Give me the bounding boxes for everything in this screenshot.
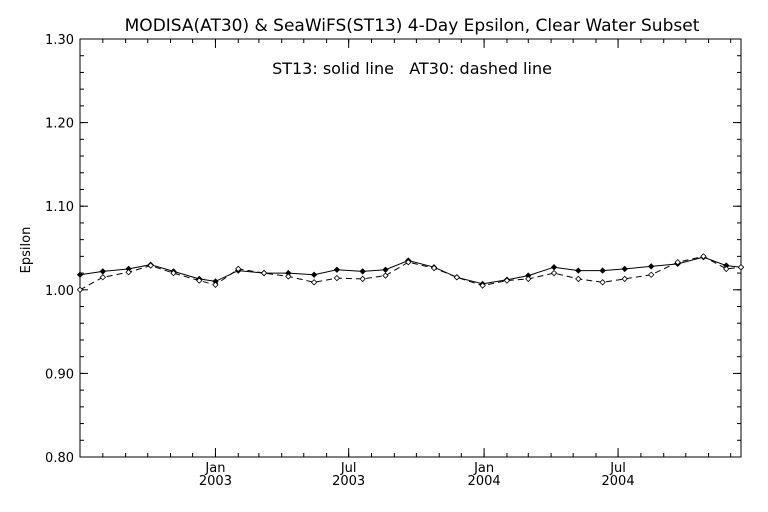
series-layer — [76, 253, 745, 293]
data-point-at30 — [503, 277, 511, 284]
data-point-at30 — [430, 264, 438, 272]
data-point-st13 — [599, 267, 606, 274]
data-point-at30 — [479, 282, 486, 289]
data-point-at30 — [333, 274, 341, 282]
data-point-st13 — [550, 264, 558, 271]
data-point-at30 — [170, 269, 177, 277]
data-point-at30 — [525, 275, 532, 283]
y-axis: 0.80 0.90 1.00 1.10 1.20 1.30 — [45, 33, 741, 466]
data-point-at30 — [235, 265, 242, 273]
data-point-at30 — [382, 272, 389, 279]
data-point-at30 — [196, 277, 203, 284]
data-point-at30 — [99, 274, 106, 281]
x-tick-month: Jan — [204, 461, 225, 476]
data-point-at30 — [550, 269, 558, 277]
x-tick-year: 2004 — [602, 474, 635, 489]
y-tick-label: 1.10 — [45, 200, 74, 215]
data-point-at30 — [737, 264, 745, 271]
data-point-at30 — [575, 275, 582, 283]
y-tick-label: 1.20 — [45, 117, 74, 132]
data-point-at30 — [700, 253, 707, 260]
y-axis-label: Epsilon — [19, 227, 34, 274]
plot-frame — [79, 38, 742, 458]
data-point-st13 — [648, 263, 655, 270]
line-style-annotation: ST13: solid line AT30: dashed line — [272, 59, 552, 78]
x-tick-month: Jul — [340, 461, 357, 476]
y-tick-label: 0.80 — [45, 451, 74, 466]
data-point-at30 — [212, 281, 219, 288]
y-tick-label: 1.00 — [45, 284, 74, 299]
data-point-at30 — [359, 275, 366, 283]
data-point-at30 — [648, 271, 655, 278]
x-tick-year: 2003 — [332, 474, 365, 489]
data-point-at30 — [147, 262, 154, 269]
x-tick-year: 2004 — [468, 474, 501, 489]
data-point-at30 — [405, 259, 412, 266]
data-point-at30 — [599, 279, 606, 286]
data-point-at30 — [621, 275, 628, 283]
data-point-st13 — [621, 265, 628, 273]
y-tick-label: 0.90 — [45, 367, 74, 382]
data-point-st13 — [76, 271, 84, 278]
data-point-st13 — [359, 268, 366, 275]
data-point-st13 — [333, 266, 341, 273]
y-tick-label: 1.30 — [45, 33, 74, 48]
data-point-at30 — [453, 274, 461, 281]
data-point-at30 — [310, 279, 318, 286]
data-point-st13 — [99, 268, 106, 275]
data-point-at30 — [674, 259, 681, 266]
x-tick-month: Jan — [473, 461, 494, 476]
data-point-at30 — [260, 269, 268, 277]
x-tick-year: 2003 — [199, 474, 232, 489]
data-point-at30 — [125, 269, 132, 276]
data-point-st13 — [310, 271, 318, 278]
data-point-at30 — [76, 286, 84, 293]
data-point-at30 — [723, 265, 730, 273]
data-point-st13 — [382, 266, 389, 273]
data-point-st13 — [575, 267, 582, 274]
data-point-at30 — [285, 273, 292, 280]
chart-title: MODISA(AT30) & SeaWiFS(ST13) 4-Day Epsil… — [125, 16, 700, 36]
x-tick-month: Jul — [609, 461, 626, 476]
